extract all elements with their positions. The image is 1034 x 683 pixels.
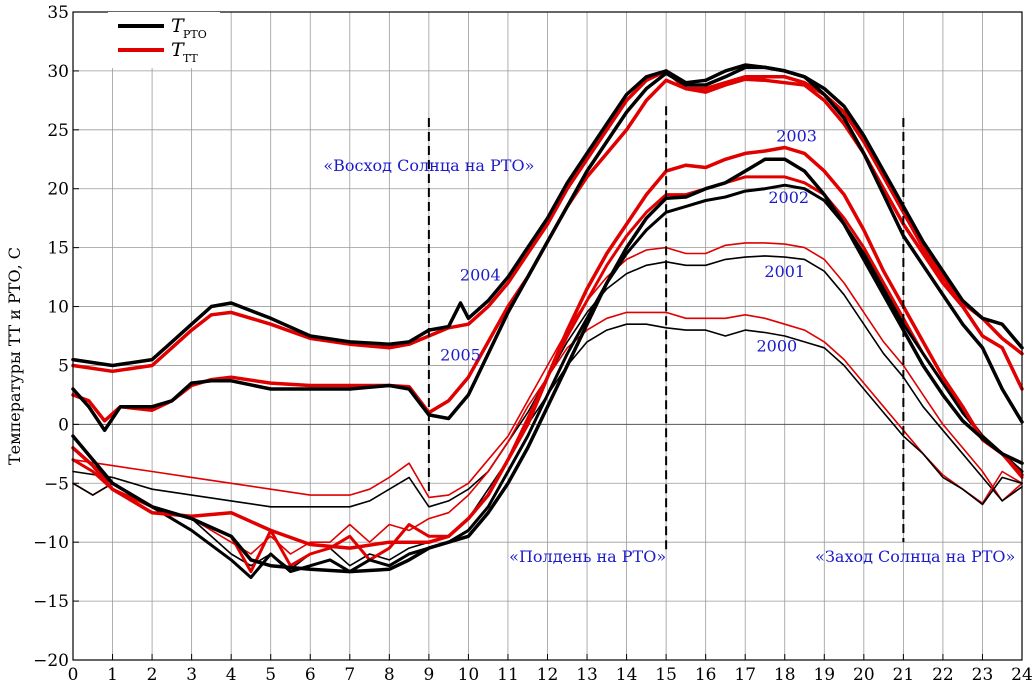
legend-label-tt: T — [171, 39, 185, 61]
x-tick-label: 6 — [305, 665, 316, 683]
y-tick-label: 30 — [47, 62, 69, 82]
legend: T РТО T ТТ — [108, 12, 220, 68]
x-tick-label: 11 — [497, 665, 519, 683]
x-tick-label: 21 — [893, 665, 915, 683]
x-tick-label: 15 — [655, 665, 677, 683]
x-tick-label: 23 — [972, 665, 994, 683]
series-line-2001-РТО — [72, 255, 1023, 508]
series-line-2003-РТО — [71, 157, 1024, 574]
y-tick-label: 35 — [47, 3, 69, 23]
annotation-label: 2004 — [460, 266, 501, 285]
x-tick-label: 4 — [226, 665, 237, 683]
y-tick-label: 20 — [47, 180, 69, 200]
legend-sub-tt: ТТ — [183, 52, 198, 65]
y-tick-label: 15 — [47, 239, 69, 259]
y-tick-label: −20 — [33, 651, 69, 671]
x-tick-label: 17 — [734, 665, 756, 683]
annotation-label: «Заход Солнца на РТО» — [815, 547, 1015, 566]
annotation-label: 2003 — [776, 127, 817, 146]
x-tick-label: 8 — [384, 665, 395, 683]
legend-label-rto: T — [171, 15, 185, 37]
x-tick-label: 22 — [932, 665, 954, 683]
annotation-label: «Восход Солнца на РТО» — [323, 156, 534, 175]
x-tick-label: 7 — [344, 665, 355, 683]
y-tick-label: 0 — [58, 415, 69, 435]
y-tick-label: −15 — [33, 592, 69, 612]
y-tick-label: 5 — [58, 356, 69, 376]
y-axis-label: Температуры ТТ и РТО, С — [5, 247, 24, 465]
annotation-label: 2001 — [764, 262, 805, 281]
y-tick-label: −5 — [44, 474, 69, 494]
axis-ticks: 0 1 2 3 4 5 6 7 8 9 10 11 12 13 14 15 16 17 18 19 20 21 22 23 24… — [33, 3, 1033, 683]
series-line-2002-ТТ — [71, 175, 1024, 574]
x-tick-label: 16 — [695, 665, 717, 683]
y-tick-label: −10 — [33, 533, 69, 553]
event-markers — [427, 106, 905, 554]
x-tick-label: 10 — [458, 665, 480, 683]
x-tick-label: 12 — [537, 665, 559, 683]
annotation-label: 2002 — [768, 188, 809, 207]
x-tick-label: 14 — [616, 665, 638, 683]
x-tick-label: 19 — [813, 665, 835, 683]
x-tick-label: 3 — [186, 665, 197, 683]
x-tick-label: 2 — [147, 665, 158, 683]
annotation-label: «Полдень на РТО» — [509, 547, 666, 566]
x-tick-label: 0 — [68, 665, 79, 683]
x-tick-label: 5 — [265, 665, 276, 683]
series-line-2004-РТО — [71, 63, 1024, 368]
y-tick-label: 10 — [47, 298, 69, 318]
legend-box — [108, 12, 220, 68]
series-line-2004-ТТ — [71, 69, 1024, 374]
annotation-label: 2005 — [440, 346, 481, 365]
series-line-2002-РТО — [71, 183, 1024, 579]
y-tick-label: 25 — [47, 121, 69, 141]
x-tick-label: 18 — [774, 665, 796, 683]
legend-sub-rto: РТО — [183, 28, 207, 41]
series-line-2005-РТО — [71, 65, 1024, 433]
series-line-2003-ТТ — [71, 145, 1024, 550]
x-tick-label: 9 — [423, 665, 434, 683]
x-tick-label: 20 — [853, 665, 875, 683]
x-tick-label: 13 — [576, 665, 598, 683]
annotation-label: 2000 — [756, 336, 797, 355]
x-tick-label: 24 — [1011, 665, 1033, 683]
x-tick-label: 1 — [107, 665, 118, 683]
annotations: «Восход Солнца на РТО» «Полдень на РТО» «З… — [323, 127, 1015, 567]
plot-frame — [72, 11, 1023, 661]
series-group — [71, 63, 1024, 579]
